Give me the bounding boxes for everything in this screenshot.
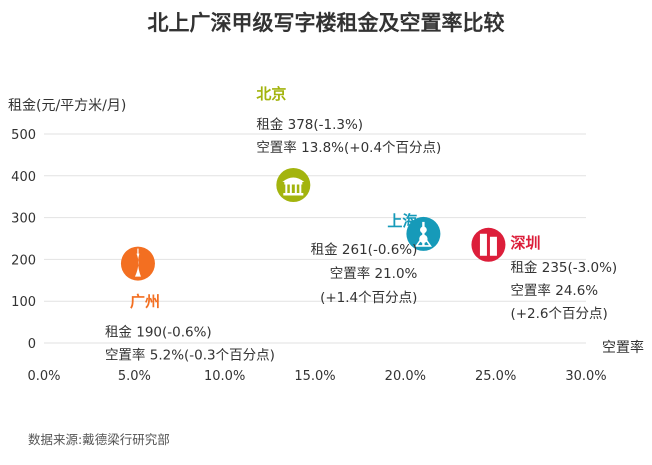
- point-marker: [120, 246, 155, 281]
- tower-icon: [414, 221, 432, 247]
- source-note: 数据来源:戴德梁行研究部: [28, 432, 170, 447]
- data-label: (+1.4个百分点): [320, 290, 417, 306]
- y-tick-label: 200: [11, 253, 36, 268]
- y-tick-labels: 0 100 200 300 400 500: [11, 128, 36, 352]
- y-tick-label: 0: [28, 337, 36, 352]
- y-tick-label: 300: [11, 212, 36, 227]
- data-label: 空置率 24.6%: [510, 282, 598, 299]
- y-tick-label: 500: [11, 128, 36, 143]
- x-tick-label: 20.0%: [385, 369, 426, 384]
- y-axis-title: 租金(元/平方米/月): [8, 98, 126, 114]
- city-label: 北京: [256, 85, 286, 103]
- gridlines: [44, 133, 586, 344]
- x-tick-label: 15.0%: [294, 369, 335, 384]
- x-tick-label: 5.0%: [118, 369, 151, 384]
- data-label: 租金 378(-1.3%): [256, 117, 363, 133]
- data-label: 租金 261(-0.6%): [311, 242, 418, 258]
- x-tick-labels: 0.0% 5.0% 10.0% 15.0% 20.0% 25.0% 30.0%: [27, 369, 606, 384]
- city-label: 深圳: [510, 234, 540, 252]
- chart-title: 北上广深甲级写字楼租金及空置率比较: [148, 11, 505, 35]
- x-axis-title: 空置率: [602, 339, 644, 356]
- city-label: 广州: [130, 293, 160, 311]
- x-tick-label: 30.0%: [565, 369, 606, 384]
- canton-tower-icon: [134, 248, 141, 277]
- y-tick-label: 400: [11, 170, 36, 185]
- x-tick-label: 0.0%: [27, 369, 60, 384]
- data-label: 租金 190(-0.6%): [105, 325, 212, 341]
- data-label: 空置率 13.8%(+0.4个百分点): [256, 139, 441, 156]
- x-tick-label: 25.0%: [475, 369, 516, 384]
- x-tick-label: 10.0%: [204, 369, 245, 384]
- data-label: 租金 235(-3.0%): [510, 260, 617, 276]
- point-marker: [471, 227, 506, 262]
- skyscraper-icon: [479, 233, 497, 256]
- city-label: 上海: [387, 212, 417, 230]
- data-label: 空置率 5.2%(-0.3个百分点): [105, 347, 275, 364]
- y-tick-label: 100: [11, 295, 36, 310]
- temple-icon: [282, 177, 305, 196]
- data-label: (+2.6个百分点): [510, 306, 607, 322]
- point-marker: [276, 167, 311, 202]
- data-label: 空置率 21.0%: [330, 265, 418, 282]
